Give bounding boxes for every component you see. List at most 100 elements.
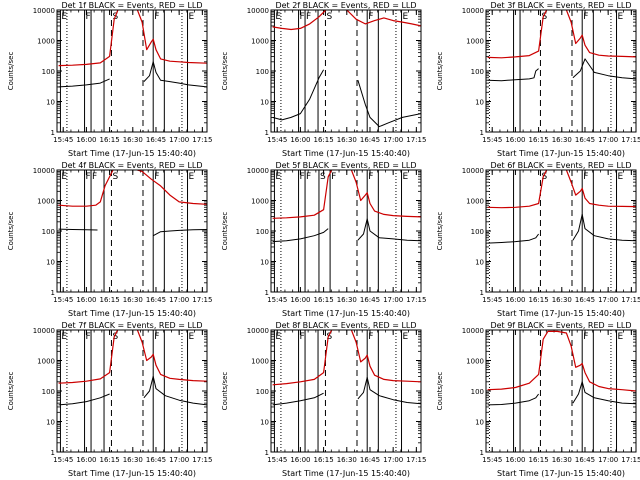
plot-frame <box>485 329 637 453</box>
interval-marker-label: E <box>275 332 281 342</box>
series-line-lld <box>272 170 421 219</box>
y-tick-label: 1 <box>480 289 484 297</box>
series-line-events <box>58 375 207 406</box>
x-tick-label: 17:00 <box>383 136 403 144</box>
y-tick-label: 100 <box>471 68 484 76</box>
y-tick-label: 1 <box>265 289 269 297</box>
y-tick-label: 100 <box>42 388 55 396</box>
x-tick-label: 16:45 <box>146 136 166 144</box>
x-tick-label: 17:00 <box>169 136 189 144</box>
y-tick-label: 1000 <box>251 358 269 366</box>
y-tick-label: 10 <box>260 419 269 427</box>
panel-title: Det 8f BLACK = Events, RED = LLD <box>275 321 416 330</box>
panel-det-3: Det 3f BLACK = Events, RED = LLD Counts/s… <box>436 1 640 158</box>
y-tick-label: 1 <box>51 289 55 297</box>
interval-marker-label: S <box>326 12 332 22</box>
x-tick-label: 15:45 <box>53 136 73 144</box>
x-tick-label: 16:45 <box>360 296 380 304</box>
y-axis-label: Counts/sec <box>436 52 444 91</box>
series-line-events <box>272 69 421 128</box>
y-tick-label: 10000 <box>462 167 484 175</box>
panel-title: Det 1f BLACK = Events, RED = LLD <box>61 1 202 10</box>
y-tick-label: 10000 <box>462 327 484 335</box>
y-axis-label: Counts/sec <box>221 212 229 251</box>
x-tick-label: 16:30 <box>123 296 143 304</box>
panel-title: Det 9f BLACK = Events, RED = LLD <box>490 321 631 330</box>
series-line-lld <box>487 330 636 392</box>
x-tick-label: 15:45 <box>482 296 502 304</box>
y-tick-label: 100 <box>42 68 55 76</box>
y-tick-label: 10000 <box>247 7 269 15</box>
x-tick-label: 16:15 <box>100 136 120 144</box>
y-axis-label: Counts/sec <box>436 212 444 251</box>
x-tick-label: 15:45 <box>53 296 73 304</box>
x-tick-label: 16:00 <box>505 136 525 144</box>
y-tick-label: 10000 <box>247 167 269 175</box>
y-tick-label: 1000 <box>466 38 484 46</box>
x-tick-label: 17:15 <box>192 456 212 464</box>
y-axis-label: Counts/sec <box>221 52 229 91</box>
plot-frame <box>270 169 422 293</box>
interval-marker-label: S <box>326 332 332 342</box>
panel-title: Det 3f BLACK = Events, RED = LLD <box>490 1 631 10</box>
x-tick-label: 17:00 <box>169 296 189 304</box>
x-tick-label: 16:30 <box>552 456 572 464</box>
x-tick-label: 17:15 <box>192 136 212 144</box>
interval-marker-label: F <box>86 172 91 182</box>
plot-frame <box>56 169 208 293</box>
interval-marker-label: F <box>583 332 588 342</box>
x-tick-label: 16:15 <box>100 296 120 304</box>
series-line-events <box>487 213 636 244</box>
x-tick-label: 16:15 <box>100 456 120 464</box>
interval-marker-label: E <box>403 172 409 182</box>
x-tick-label: 16:00 <box>290 136 310 144</box>
y-tick-label: 1000 <box>37 358 55 366</box>
interval-marker-label: E <box>403 12 409 22</box>
x-tick-label: 16:30 <box>123 456 143 464</box>
x-tick-label: 16:00 <box>505 456 525 464</box>
interval-marker-label: F <box>86 332 91 342</box>
x-tick-label: 16:45 <box>575 456 595 464</box>
x-axis-label: Start Time (17-Jun-15 15:40:40) <box>282 149 410 158</box>
interval-marker-label: F <box>154 12 159 22</box>
interval-marker-label: F <box>154 172 159 182</box>
interval-marker-label: E <box>61 12 67 22</box>
interval-marker-label: F <box>368 172 373 182</box>
x-tick-label: 16:00 <box>505 296 525 304</box>
y-tick-label: 1000 <box>37 38 55 46</box>
interval-marker-label: E <box>189 172 195 182</box>
x-tick-label: 17:15 <box>621 136 640 144</box>
x-tick-label: 17:00 <box>169 456 189 464</box>
y-tick-label: 10 <box>475 419 484 427</box>
y-tick-label: 1 <box>480 129 484 137</box>
x-tick-label: 16:30 <box>552 136 572 144</box>
interval-marker-label: F <box>300 332 305 342</box>
x-tick-label: 15:45 <box>267 456 287 464</box>
y-tick-label: 10 <box>46 99 55 107</box>
x-tick-label: 17:15 <box>192 296 212 304</box>
y-tick-label: 100 <box>256 388 269 396</box>
x-tick-label: 16:45 <box>575 296 595 304</box>
y-tick-label: 1 <box>51 129 55 137</box>
x-tick-label: 16:15 <box>529 296 549 304</box>
series-line-events <box>58 61 207 88</box>
panel-title: Det 4f BLACK = Events, RED = LLD <box>61 161 202 170</box>
panel-det-7: Det 7f BLACK = Events, RED = LLD Counts/s… <box>7 321 212 478</box>
y-tick-label: 1000 <box>37 198 55 206</box>
panel-title: Det 6f BLACK = Events, RED = LLD <box>490 161 631 170</box>
x-tick-label: 16:00 <box>290 296 310 304</box>
series-line-lld <box>58 330 207 384</box>
y-axis-label: Counts/sec <box>7 372 15 411</box>
panel-title: Det 2f BLACK = Events, RED = LLD <box>275 1 416 10</box>
y-tick-label: 100 <box>256 68 269 76</box>
x-axis-label: Start Time (17-Jun-15 15:40:40) <box>68 469 196 478</box>
x-tick-label: 17:00 <box>598 296 618 304</box>
x-axis-label: Start Time (17-Jun-15 15:40:40) <box>497 149 625 158</box>
panel-det-9: Det 9f BLACK = Events, RED = LLD Counts/s… <box>436 321 640 478</box>
x-tick-label: 16:00 <box>290 456 310 464</box>
interval-marker-label: E <box>275 172 281 182</box>
y-axis-label: Counts/sec <box>221 372 229 411</box>
x-tick-label: 16:15 <box>314 296 334 304</box>
plot-frame <box>270 329 422 453</box>
series-line-events <box>487 58 636 82</box>
